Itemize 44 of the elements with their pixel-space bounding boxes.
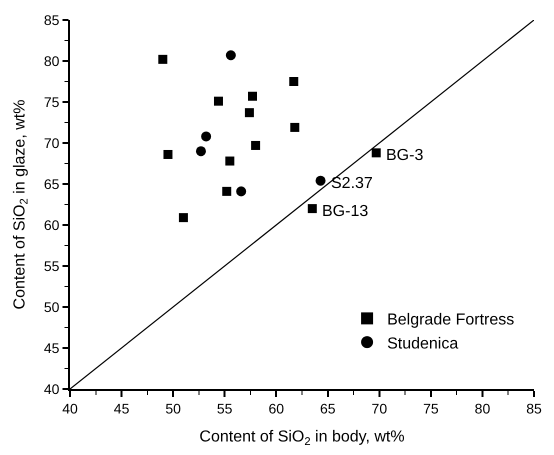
y-tick-label: 55 xyxy=(44,258,60,274)
point xyxy=(196,146,206,156)
point xyxy=(372,148,381,158)
y-tick-label: 45 xyxy=(44,340,60,356)
point xyxy=(226,50,236,60)
point xyxy=(158,54,168,64)
point xyxy=(290,122,300,132)
annotation: BG-3 xyxy=(386,147,424,164)
x-tick-label: 60 xyxy=(268,400,284,417)
y-tick-label: 80 xyxy=(44,52,60,69)
annotation: BG-13 xyxy=(322,203,368,220)
x-tick-label: 70 xyxy=(372,400,388,417)
y-tick-label: 85 xyxy=(44,12,60,28)
y-tick-label: 50 xyxy=(44,298,60,315)
point xyxy=(248,92,258,101)
x-axis-title: Content of SiO$_{2}$ in body, wt% xyxy=(199,428,405,448)
x-tick-label: 80 xyxy=(474,400,490,417)
x-tick-label: 50 xyxy=(165,400,182,417)
point xyxy=(214,96,223,106)
point xyxy=(222,186,232,196)
point xyxy=(244,108,254,118)
point xyxy=(178,213,188,222)
y-tick-label: 65 xyxy=(44,176,60,192)
y-tick-label: 40 xyxy=(44,380,60,397)
y-tick-label: 70 xyxy=(44,134,60,151)
x-tick-label: 85 xyxy=(526,400,542,417)
point xyxy=(289,77,298,86)
point xyxy=(251,140,260,150)
x-tick-label: 40 xyxy=(62,400,78,417)
y-tick-label: 75 xyxy=(44,94,60,110)
annotation: S2.37 xyxy=(331,175,373,192)
y-tick-label: 60 xyxy=(44,216,60,233)
x-tick-label: 55 xyxy=(216,400,233,417)
legend-label: Belgrade Fortress xyxy=(387,312,514,329)
x-tick-label: 45 xyxy=(114,400,130,417)
point xyxy=(236,186,246,196)
x-tick-label: 65 xyxy=(320,400,336,417)
point xyxy=(201,131,212,142)
point xyxy=(308,204,317,214)
point xyxy=(163,150,172,159)
point xyxy=(225,156,234,166)
legend-label: Studenica xyxy=(387,335,458,352)
x-tick-label: 75 xyxy=(423,400,439,417)
point xyxy=(316,176,326,186)
